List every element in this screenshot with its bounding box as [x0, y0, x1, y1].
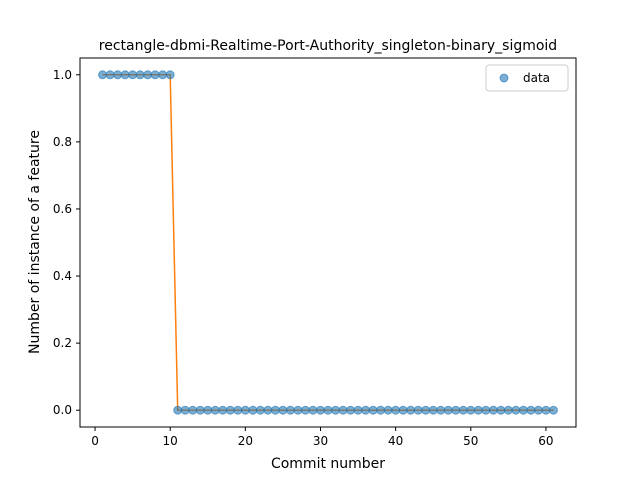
- y-tick-label: 0.6: [53, 202, 72, 216]
- data-point: [143, 70, 153, 80]
- data-point: [323, 405, 333, 415]
- data-point: [240, 405, 250, 415]
- data-point: [263, 405, 273, 415]
- y-tick-label: 0.4: [53, 269, 72, 283]
- data-point: [158, 70, 168, 80]
- data-point: [278, 405, 288, 415]
- data-point: [255, 405, 265, 415]
- data-point: [443, 405, 453, 415]
- data-point: [541, 405, 551, 415]
- data-point: [511, 405, 521, 415]
- x-tick-label: 60: [538, 434, 553, 448]
- data-point: [98, 70, 108, 80]
- data-point: [383, 405, 393, 415]
- data-point: [135, 70, 145, 80]
- data-point: [496, 405, 506, 415]
- plot-area: 0 10 20 30 40 50 60 0.0 0.2 0.4 0.6 0.8 1.0 data: [53, 57, 577, 448]
- data-point: [203, 405, 213, 415]
- data-point: [451, 405, 461, 415]
- data-point: [376, 405, 386, 415]
- data-point: [413, 405, 423, 415]
- data-point: [150, 70, 160, 80]
- data-point: [270, 405, 280, 415]
- data-point: [285, 405, 295, 415]
- data-point: [398, 405, 408, 415]
- x-tick-label: 20: [238, 434, 253, 448]
- data-point: [458, 405, 468, 415]
- data-point: [488, 405, 498, 415]
- data-point: [165, 70, 175, 80]
- data-point: [105, 70, 115, 80]
- data-point: [518, 405, 528, 415]
- x-tick-label: 50: [463, 434, 478, 448]
- data-point: [338, 405, 348, 415]
- data-point: [466, 405, 476, 415]
- data-point: [120, 70, 130, 80]
- x-tick-label: 10: [163, 434, 178, 448]
- legend-marker: [499, 73, 509, 83]
- data-point: [128, 70, 138, 80]
- data-point: [300, 405, 310, 415]
- data-point: [180, 405, 190, 415]
- x-axis-label: Commit number: [271, 456, 385, 472]
- y-tick-label: 0.8: [53, 135, 72, 149]
- data-point: [353, 405, 363, 415]
- x-tick-label: 30: [313, 434, 328, 448]
- data-point: [331, 405, 341, 415]
- data-point: [308, 405, 318, 415]
- x-tick-label: 0: [91, 434, 99, 448]
- y-axis-label: Number of instance of a feature: [27, 130, 43, 354]
- data-point: [428, 405, 438, 415]
- data-point: [113, 70, 123, 80]
- data-point: [346, 405, 356, 415]
- data-point: [503, 405, 513, 415]
- legend-box: [485, 64, 569, 92]
- data-point: [473, 405, 483, 415]
- legend-label: data: [523, 71, 550, 85]
- y-tick-label: 0.0: [53, 403, 72, 417]
- data-point: [218, 405, 228, 415]
- data-point: [548, 405, 558, 415]
- y-tick-label: 1.0: [53, 68, 72, 82]
- data-point: [315, 405, 325, 415]
- data-point: [248, 405, 258, 415]
- axes-frame: [79, 57, 577, 428]
- data-point: [225, 405, 235, 415]
- data-point: [368, 405, 378, 415]
- data-point: [293, 405, 303, 415]
- data-point: [481, 405, 491, 415]
- x-tick-label: 40: [388, 434, 403, 448]
- data-point: [361, 405, 371, 415]
- data-point: [436, 405, 446, 415]
- data-point: [233, 405, 243, 415]
- y-tick-label: 0.2: [53, 336, 72, 350]
- data-point: [195, 405, 205, 415]
- data-point: [188, 405, 198, 415]
- data-point: [173, 405, 183, 415]
- chart-title: rectangle-dbmi-Realtime-Port-Authority_s…: [99, 38, 557, 54]
- data-point: [406, 405, 416, 415]
- data-point: [210, 405, 220, 415]
- data-point: [526, 405, 536, 415]
- data-point: [421, 405, 431, 415]
- data-point: [533, 405, 543, 415]
- data-point: [391, 405, 401, 415]
